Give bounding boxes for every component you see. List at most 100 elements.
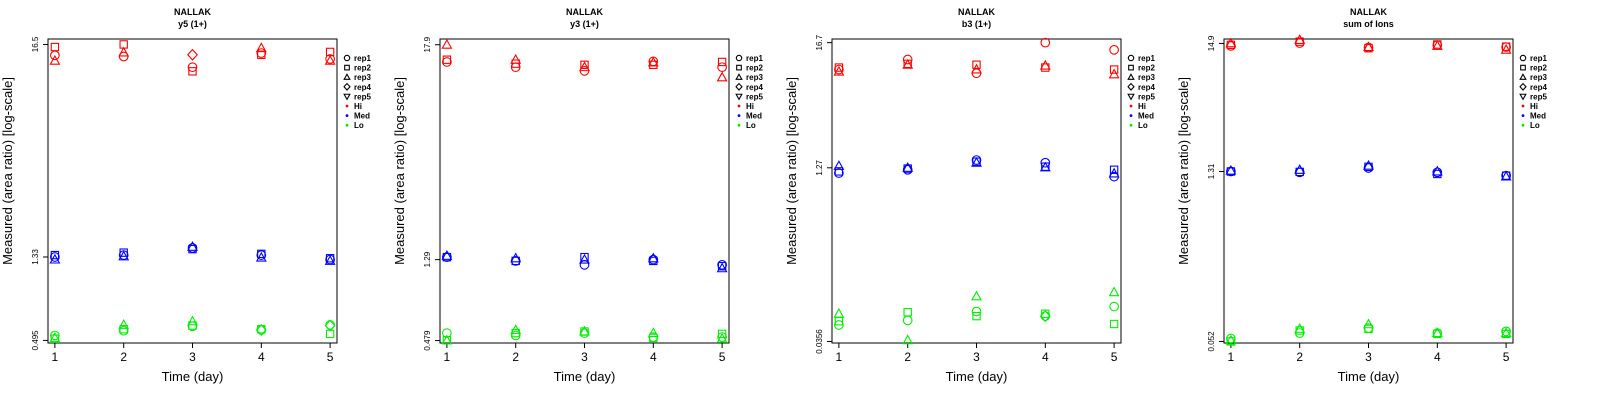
y-tick-label: 16.5 (31, 36, 40, 52)
data-point (256, 250, 267, 260)
data-point (510, 256, 521, 266)
data-point (442, 328, 452, 338)
legend-marker (1129, 114, 1133, 117)
legend-label: rep1 (1530, 54, 1547, 63)
legend-marker (1519, 82, 1527, 91)
data-point (1225, 37, 1237, 48)
x-axis-label: Time (day) (554, 369, 616, 384)
x-axis-label: Time (day) (1338, 369, 1400, 384)
data-point (717, 332, 727, 342)
legend-label: Med (1138, 112, 1154, 121)
data-point (441, 250, 453, 260)
data-point (1225, 334, 1237, 345)
chart-subtitle: y5 (1+) (178, 19, 207, 29)
chart-title: NALLAK (958, 7, 995, 17)
chart-panel-2: NALLAK y3 (1+) 1 2 3 4 5 0.479 1.29 17.9 Time (day… (392, 0, 796, 400)
legend-label: rep1 (354, 54, 371, 63)
data-point (579, 61, 590, 72)
data-point (510, 330, 521, 341)
x-tick-label: 3 (189, 350, 196, 364)
data-point (716, 71, 728, 82)
chart-panel-4: NALLAK sum of Ions 1 2 3 4 5 0.052 1.31 14.9 Time … (1176, 0, 1580, 400)
x-tick-label: 3 (973, 350, 980, 364)
data-point (1501, 42, 1511, 51)
chart-subtitle: b3 (1+) (962, 19, 991, 29)
data-point (255, 251, 267, 262)
legend-label: rep2 (1530, 64, 1547, 73)
data-point (1500, 43, 1512, 54)
legend-marker (737, 114, 741, 117)
data-point (510, 324, 522, 335)
legend-marker (1521, 114, 1525, 117)
chart-subtitle: y3 (1+) (570, 19, 599, 29)
data-point (1040, 157, 1051, 168)
data-point (971, 63, 982, 74)
x-tick-label: 4 (650, 350, 657, 364)
data-point (119, 248, 128, 257)
data-point (1226, 166, 1236, 177)
data-point (49, 332, 61, 342)
data-point (971, 156, 982, 167)
data-point (49, 253, 61, 264)
series-med (833, 155, 1120, 182)
data-point (834, 320, 844, 330)
legend-marker (343, 93, 351, 101)
legend-label: rep2 (1138, 64, 1155, 73)
data-point (971, 155, 982, 165)
data-point (50, 252, 60, 262)
legend-label: rep3 (1530, 73, 1547, 82)
data-point (118, 46, 130, 57)
x-tick-label: 2 (512, 350, 519, 364)
legend-marker (343, 82, 351, 91)
chart-title: NALLAK (566, 7, 603, 17)
data-point (834, 64, 844, 75)
data-point (50, 330, 60, 341)
legend-marker (1519, 93, 1527, 101)
chart-title: NALLAK (174, 7, 211, 17)
legend-label: Med (1530, 112, 1546, 121)
data-point (649, 333, 658, 343)
legend-marker (1521, 123, 1525, 127)
data-point (118, 325, 129, 336)
data-point (510, 252, 522, 263)
y-tick-label: 0.479 (423, 330, 432, 351)
data-point (1108, 68, 1120, 79)
y-tick-label: 0.0356 (815, 329, 824, 354)
data-point (324, 319, 336, 332)
data-point (971, 306, 982, 317)
legend-label: rep4 (1138, 83, 1155, 92)
data-point (1363, 41, 1374, 52)
legend-marker (735, 54, 743, 62)
legend-marker (1127, 93, 1135, 101)
legend-marker (1129, 104, 1133, 108)
legend-marker (1127, 73, 1135, 80)
data-point (257, 249, 266, 259)
data-point (579, 253, 590, 264)
y-axis-label: Measured (area ratio) [log-scale] (0, 77, 15, 265)
chart-title: NALLAK (1350, 7, 1387, 17)
data-point (648, 254, 659, 265)
x-tick-label: 2 (904, 350, 911, 364)
data-point (1039, 161, 1051, 172)
data-point (1431, 165, 1443, 176)
data-point (647, 252, 659, 263)
legend-label: rep5 (354, 92, 371, 101)
data-point (647, 56, 659, 67)
scatter-plot: NALLAK y5 (1+) 1 2 3 4 5 0.495 1.33 16.5 Time (day… (0, 7, 371, 384)
x-tick-label: 3 (581, 350, 588, 364)
series-hi (833, 37, 1120, 79)
x-axis-label: Time (day) (162, 369, 224, 384)
data-point (717, 260, 727, 270)
data-point (972, 60, 981, 69)
data-point (49, 54, 61, 65)
legend-marker (345, 114, 349, 117)
data-point (1363, 159, 1374, 170)
y-axis-label: Measured (area ratio) [log-scale] (392, 77, 407, 265)
legend-label: Hi (746, 102, 754, 111)
legend-label: Med (354, 112, 370, 121)
x-tick-label: 5 (327, 350, 334, 364)
data-point (187, 62, 198, 73)
data-point (1225, 164, 1237, 175)
